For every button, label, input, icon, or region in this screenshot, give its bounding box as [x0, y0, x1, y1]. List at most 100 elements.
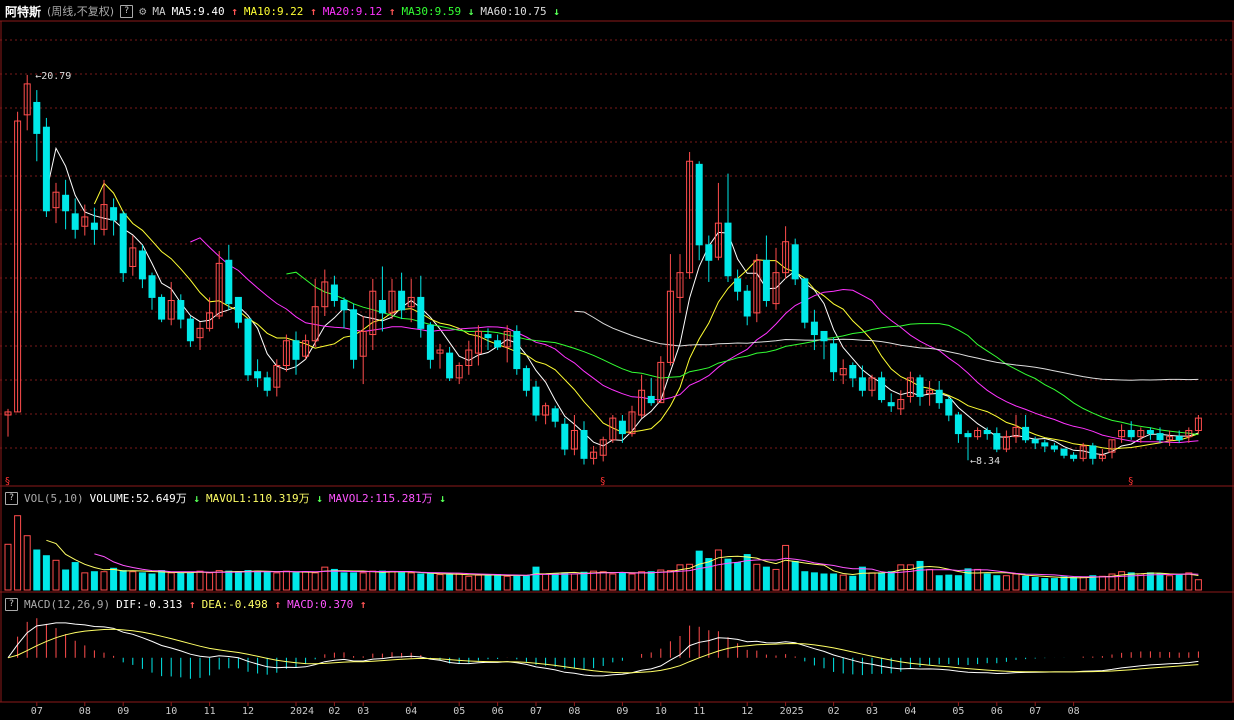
- macd-help-icon[interactable]: ?: [5, 597, 18, 611]
- candle-body: [935, 389, 943, 404]
- volume-bar: [81, 572, 89, 591]
- volume-bar: [33, 549, 41, 591]
- vol-item-1: MAVOL1:110.319万 ↓: [205, 492, 323, 505]
- volume-bar: [532, 566, 540, 591]
- candle-body: [1060, 448, 1068, 456]
- volume-bar: [446, 574, 454, 591]
- candle-body: [23, 83, 31, 116]
- macd-item-arrow-0: ↑: [188, 597, 196, 611]
- x-axis-label: 05: [952, 706, 964, 717]
- volume-bar: [263, 571, 271, 591]
- x-axis-label: 06: [492, 706, 504, 717]
- candle-body: [801, 278, 809, 323]
- volume-bar: [522, 575, 530, 591]
- candle-body: [1079, 445, 1087, 459]
- x-axis-label: 05: [453, 706, 465, 717]
- volume-bar: [23, 535, 31, 591]
- candle-body: [1108, 439, 1116, 453]
- candle-body: [119, 213, 127, 274]
- volume-bar: [119, 570, 127, 591]
- candle-body: [916, 377, 924, 397]
- volume-bar: [206, 572, 214, 591]
- period-label[interactable]: (周线,不复权): [47, 5, 115, 18]
- gear-icon[interactable]: ⚙: [139, 4, 147, 18]
- volume-bar: [90, 571, 98, 591]
- candle-body: [359, 330, 367, 357]
- candle-body: [570, 429, 578, 450]
- volume-bar: [350, 572, 358, 591]
- x-axis-label: 11: [204, 706, 216, 717]
- candle-body: [906, 377, 914, 397]
- candle-body: [503, 330, 511, 348]
- ma-item-arrow-3: ↓: [467, 4, 475, 18]
- macd-indicator-name[interactable]: MACD(12,26,9): [24, 597, 111, 611]
- x-axis-label: 08: [79, 706, 91, 717]
- candle-body: [254, 371, 262, 379]
- candle-body: [330, 284, 338, 302]
- volume-bar: [177, 572, 185, 591]
- event-marker: §: [600, 476, 605, 487]
- candle-body: [945, 399, 953, 416]
- volume-bar: [407, 572, 415, 591]
- ma60-line: [574, 310, 1199, 381]
- candle-body: [1098, 454, 1106, 459]
- volume-bar: [628, 573, 636, 591]
- candle-body: [532, 386, 540, 416]
- candle-body: [1127, 429, 1135, 438]
- volume-bar: [705, 558, 713, 591]
- candle-body: [378, 300, 386, 314]
- volume-bar: [340, 572, 348, 591]
- volume-bar: [926, 568, 934, 591]
- stock-title[interactable]: 阿特斯: [5, 4, 42, 19]
- volume-bar: [484, 574, 492, 591]
- indicator-name[interactable]: MA: [152, 4, 166, 18]
- macd-item-arrow-2: ↑: [359, 597, 367, 611]
- volume-bar: [330, 568, 338, 591]
- x-axis-label: 02: [328, 706, 340, 717]
- candle-body: [225, 259, 233, 305]
- help-icon[interactable]: ?: [120, 4, 134, 18]
- volume-bar: [849, 575, 857, 591]
- candle-body: [666, 290, 674, 363]
- volume-bar: [580, 571, 588, 591]
- volume-bar: [1175, 574, 1183, 591]
- ma-item-arrow-1: ↑: [310, 4, 317, 18]
- candle-body: [234, 296, 242, 323]
- x-axis-label: 10: [655, 706, 667, 717]
- candle-body: [1137, 429, 1145, 438]
- candle-body: [618, 420, 626, 435]
- vol-help-icon[interactable]: ?: [5, 491, 18, 505]
- candle-body: [148, 275, 156, 298]
- dea-line: [7, 628, 1199, 674]
- x-axis-label: 11: [693, 706, 705, 717]
- candle-body: [954, 414, 962, 435]
- ma-legend: MA5:9.40 ↑ MA10:9.22 ↑ MA20:9.12 ↑ MA30:9.5…: [172, 5, 566, 18]
- candle-body: [1031, 439, 1039, 444]
- volume-bar: [906, 564, 914, 591]
- candle-body: [513, 330, 521, 370]
- vol-legend: VOLUME:52.649万 ↓ MAVOL1:110.319万 ↓ MAVOL2:…: [90, 490, 452, 506]
- candle-body: [215, 262, 223, 317]
- candle-body: [926, 389, 934, 394]
- volume-bar: [244, 570, 252, 591]
- volume-bar: [954, 575, 962, 591]
- x-axis-label: 03: [357, 706, 369, 717]
- candle-body: [81, 216, 89, 227]
- volume-bar: [1156, 573, 1164, 591]
- ma-item-3: MA30:9.59 ↓: [401, 4, 475, 18]
- candle-body: [369, 290, 377, 336]
- x-axis-label: 03: [866, 706, 878, 717]
- volume-bar: [647, 571, 655, 591]
- volume-bar: [666, 570, 674, 591]
- volume-bar: [983, 573, 991, 591]
- candle-body: [206, 312, 214, 329]
- volume-bar: [993, 575, 1001, 591]
- candle-body: [436, 349, 444, 354]
- volume-bar: [897, 564, 905, 591]
- macd-item-arrow-1: ↑: [274, 597, 282, 611]
- volume-bar: [570, 573, 578, 591]
- x-axis-label: 07: [1029, 706, 1041, 717]
- volume-bar: [417, 573, 425, 591]
- vol-indicator-name[interactable]: VOL(5,10): [24, 491, 84, 505]
